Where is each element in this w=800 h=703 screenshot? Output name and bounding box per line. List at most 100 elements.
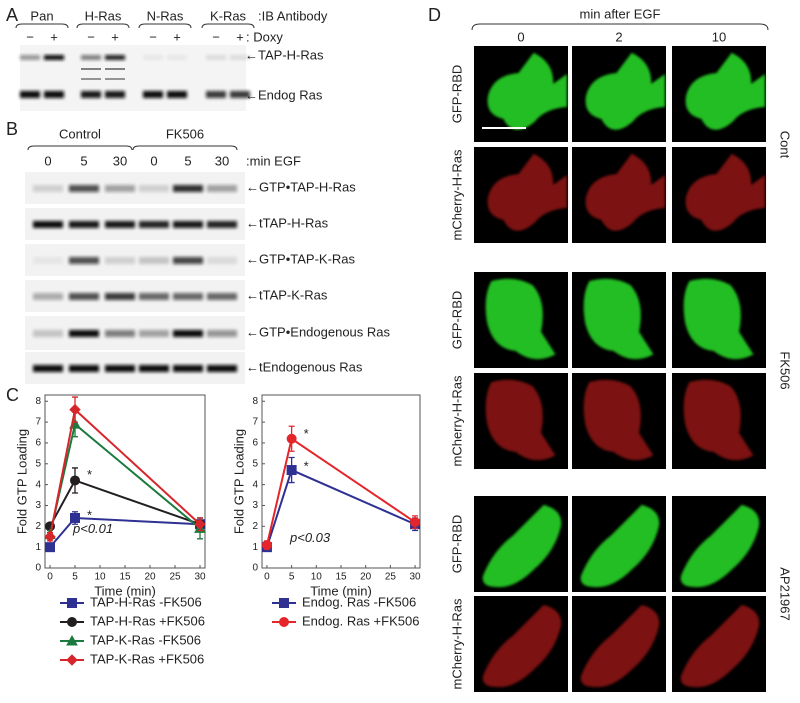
cell: [585, 52, 665, 130]
panel-letter: A: [6, 5, 18, 25]
row-label: GFP-RBD: [449, 65, 464, 124]
band: [81, 55, 101, 60]
bracket: [138, 23, 192, 29]
doxy-sign: −: [212, 29, 220, 44]
annotation: p<0.03: [289, 530, 331, 545]
band: [69, 293, 99, 300]
cell: [580, 604, 660, 688]
y-tick-label: 1: [252, 542, 258, 553]
cell: [583, 379, 654, 461]
row-label: GFP-RBD: [449, 291, 464, 350]
time-label: 30: [113, 153, 127, 168]
y-tick-label: 5: [252, 458, 258, 469]
cell: [683, 278, 754, 360]
row-label: mCherry-H-Ras: [449, 375, 464, 467]
y-axis-label: Fold GTP Loading: [14, 429, 29, 534]
time-label: 0: [150, 153, 157, 168]
band: [230, 91, 250, 98]
band: [173, 293, 203, 300]
marker: [286, 433, 297, 444]
band: [33, 185, 63, 192]
x-tick-label: 0: [47, 572, 53, 583]
band: [33, 293, 63, 300]
group-label: N-Ras: [147, 8, 184, 23]
time-label: 10: [712, 29, 726, 44]
marker: [410, 517, 421, 528]
annotation: p<0.01: [72, 521, 113, 536]
band: [143, 55, 163, 60]
x-tick-label: 20: [144, 572, 156, 583]
cell: [680, 604, 760, 688]
bracket: [471, 23, 769, 31]
doxy-sign: +: [236, 29, 244, 44]
band: [230, 55, 250, 60]
legend-marker: [279, 617, 289, 627]
cell: [482, 504, 562, 588]
x-tick-label: 30: [410, 572, 422, 583]
group-label: K-Ras: [210, 8, 247, 23]
bracket: [76, 23, 130, 29]
y-tick-label: 7: [35, 417, 41, 428]
panel-letter: B: [6, 119, 18, 139]
band: [207, 330, 237, 337]
cell: [683, 379, 754, 461]
band: [207, 185, 237, 192]
time-label: 5: [80, 153, 87, 168]
x-tick-label: 10: [311, 572, 323, 583]
annotation: *: [87, 467, 92, 482]
y-tick-label: 2: [35, 521, 41, 532]
cell: [585, 153, 665, 231]
annotation: *: [87, 507, 92, 522]
band: [105, 330, 135, 337]
marker: [44, 531, 56, 543]
band: [20, 55, 40, 60]
x-tick-label: 5: [289, 572, 295, 583]
y-tick-label: 1: [35, 542, 41, 553]
cell: [487, 52, 567, 130]
legend-marker: [67, 617, 77, 627]
band: [81, 68, 101, 70]
condition-label: FK506: [778, 351, 793, 389]
band: [139, 365, 169, 372]
x-tick-label: 30: [194, 572, 206, 583]
y-tick-label: 0: [35, 563, 41, 574]
marker: [69, 403, 81, 416]
x-axis-label: Time (min): [94, 583, 156, 598]
band: [105, 55, 125, 60]
doxy-sign: −: [149, 29, 157, 44]
cell: [680, 504, 760, 588]
cell: [485, 379, 556, 461]
doxy-sign: +: [173, 29, 181, 44]
bracket: [132, 145, 238, 151]
band: [173, 221, 203, 228]
row-label: mCherry-H-Ras: [449, 598, 464, 690]
marker: [286, 465, 297, 476]
band: [20, 91, 40, 98]
y-tick-label: 4: [252, 479, 258, 490]
band: [105, 78, 125, 80]
y-tick-label: 2: [252, 521, 258, 532]
x-axis-label: Time (min): [310, 583, 372, 598]
band: [105, 257, 135, 264]
band: [143, 91, 163, 98]
band: [105, 91, 125, 98]
row-label: GFP-RBD: [449, 515, 464, 574]
band-label: ←TAP-H-Ras: [245, 47, 324, 62]
cell: [485, 278, 556, 360]
y-tick-label: 6: [252, 438, 258, 449]
time-label: 5: [184, 153, 191, 168]
legend-marker: [67, 598, 77, 608]
band: [207, 221, 237, 228]
y-tick-label: 8: [252, 396, 258, 407]
condition-label: Cont: [778, 131, 793, 159]
band: [33, 257, 63, 264]
band: [207, 365, 237, 372]
doxy-sign: −: [87, 29, 95, 44]
y-tick-label: 4: [35, 479, 41, 490]
condition-label: Control: [59, 126, 101, 141]
blot: [20, 45, 246, 111]
doxy-sign: −: [26, 29, 34, 44]
bracket: [201, 23, 255, 29]
y-axis-label: Fold GTP Loading: [231, 429, 246, 534]
band: [167, 55, 187, 60]
